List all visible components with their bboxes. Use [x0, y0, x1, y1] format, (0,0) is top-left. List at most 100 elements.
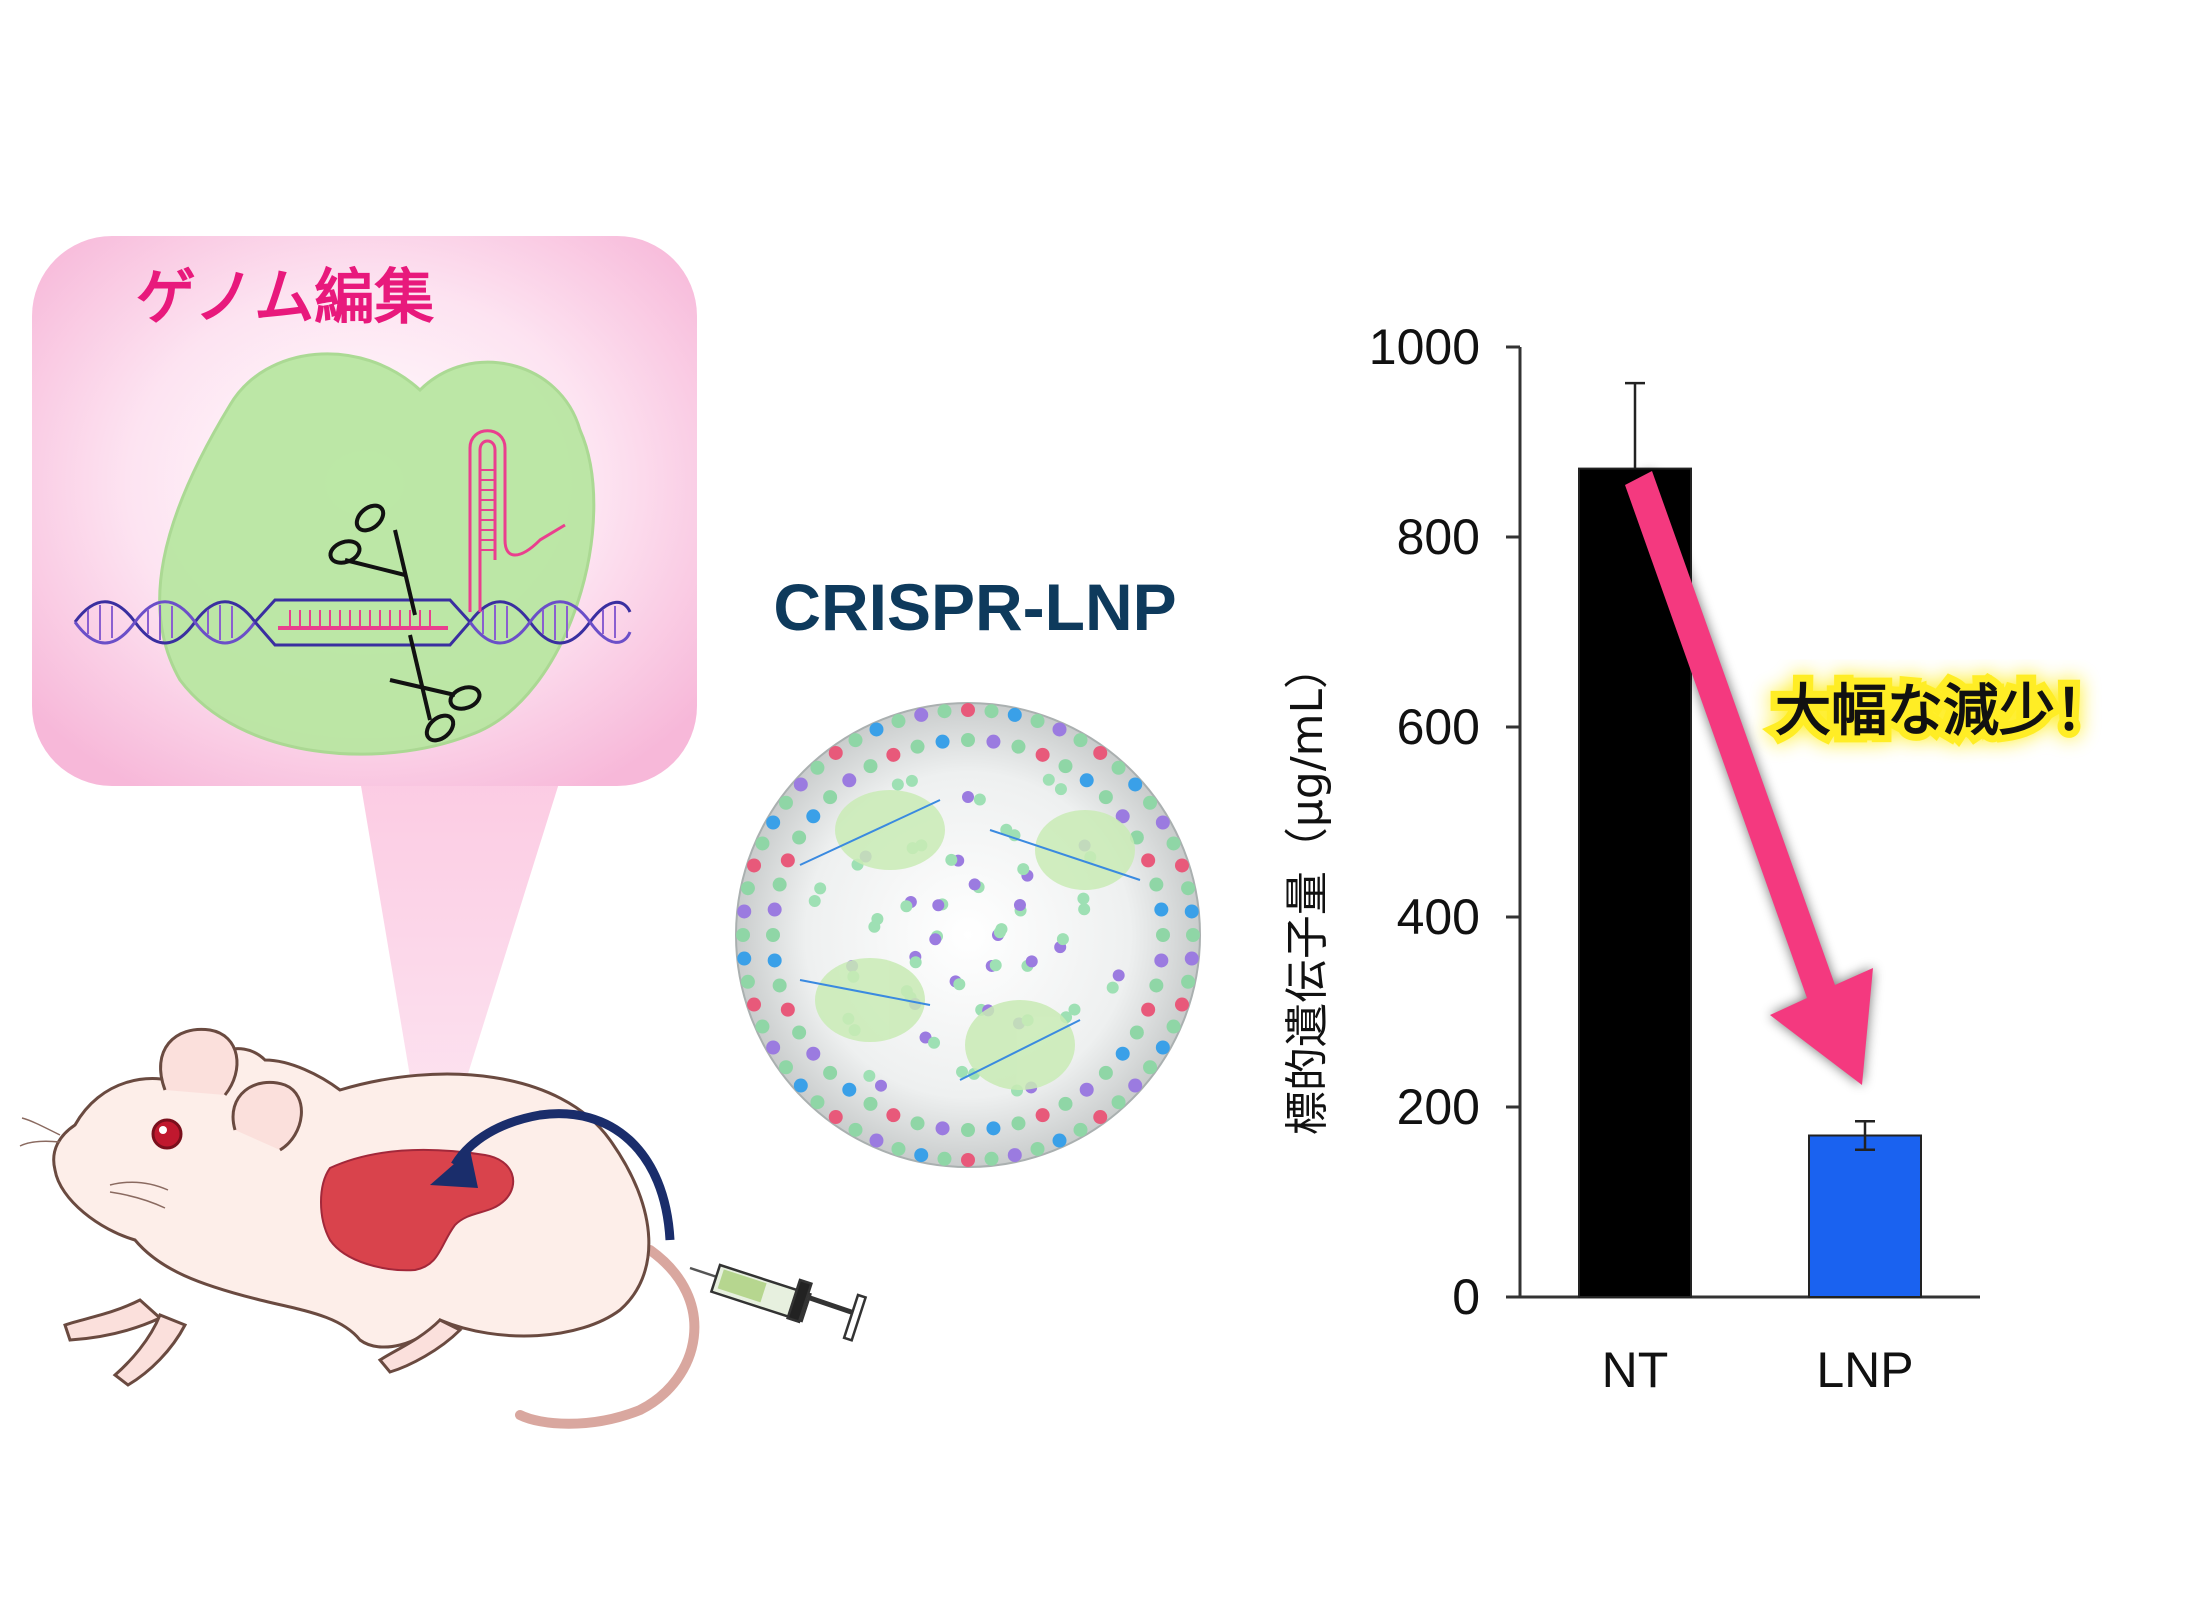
svg-text:大幅な減少！: 大幅な減少！: [1775, 679, 2111, 744]
lipid-head: [1058, 759, 1073, 774]
lipid-head: [1073, 1122, 1088, 1137]
lipid-head: [828, 1110, 843, 1125]
lipid-head: [989, 959, 1002, 972]
lipid-head: [986, 734, 1001, 749]
lipid-head: [814, 882, 827, 895]
lipid-head: [962, 791, 974, 803]
mouse-paws: [63, 1298, 463, 1387]
mouse-illustration: [19, 1027, 700, 1429]
lipid-head: [1166, 1019, 1181, 1034]
mouse-tail: [515, 1245, 700, 1429]
lipid-head: [984, 1151, 999, 1166]
lipid-head: [1155, 1040, 1170, 1055]
lipid-head: [935, 1121, 950, 1136]
lipid-head: [1077, 892, 1090, 905]
arrow-shape: [1625, 471, 1873, 1085]
lipid-head: [1128, 1078, 1143, 1093]
lipid-head: [1106, 981, 1119, 994]
lipid-head: [929, 933, 942, 946]
lipid-head: [848, 1122, 863, 1137]
lipid-head: [810, 1095, 825, 1110]
lipid-head: [945, 853, 958, 866]
lipid-head: [1017, 863, 1030, 876]
lipid-head: [928, 1036, 941, 1049]
lipid-head: [1079, 773, 1094, 788]
mouse-eye: [151, 1118, 183, 1150]
lipid-head: [767, 953, 782, 968]
bubble-beam: [360, 780, 560, 1195]
genome-editing-bubble: ゲノム編集: [32, 236, 697, 1195]
lipid-head: [961, 1123, 975, 1137]
lipid-head: [891, 714, 906, 729]
lipid-head: [914, 707, 929, 722]
lipid-head: [740, 881, 755, 896]
syringe-icon: [689, 1263, 868, 1342]
lipid-head: [1181, 974, 1196, 989]
lipid-head: [1035, 747, 1050, 762]
lipid-head: [766, 928, 780, 942]
lipid-head: [1155, 815, 1170, 830]
lipid-head: [810, 760, 825, 775]
lipid-head: [1143, 1060, 1158, 1075]
lipid-head: [869, 722, 884, 737]
annotation-text: 大幅な減少！: [1775, 679, 2111, 744]
mouse-whiskers: [19, 1117, 169, 1209]
lipid-head: [1166, 836, 1181, 851]
lipid-head: [1112, 969, 1125, 982]
lipid-head: [1000, 823, 1013, 836]
lipid-head: [1052, 722, 1067, 737]
decrease-annotation: 大幅な減少！大幅な減少！: [1768, 672, 2118, 751]
y-tick-label: 800: [1397, 509, 1480, 565]
lipid-head: [1128, 777, 1143, 792]
lipid-head: [806, 1046, 821, 1061]
lipid-head: [1111, 760, 1126, 775]
lipid-head: [793, 777, 808, 792]
lipid-head: [780, 1002, 795, 1017]
lipid-head: [935, 734, 950, 749]
lipid-head: [1111, 1095, 1126, 1110]
y-tick-label: 600: [1397, 699, 1480, 755]
x-tick-label: NT: [1602, 1342, 1669, 1398]
lipid-head: [953, 978, 966, 991]
lipid-head: [736, 928, 750, 942]
lipid-head: [868, 920, 881, 933]
lipid-head: [1098, 790, 1113, 805]
lipid-head: [1184, 951, 1199, 966]
lipid-head: [968, 878, 981, 891]
lipid-head: [1035, 1108, 1050, 1123]
lipid-head: [1129, 1025, 1144, 1040]
lipid-head: [900, 900, 913, 913]
lipid-head: [869, 1133, 884, 1148]
lipid-head: [1174, 858, 1189, 873]
dna-helix: [73, 598, 632, 647]
lipid-head: [806, 809, 821, 824]
lipid-head: [891, 1141, 906, 1156]
lipid-head: [766, 1040, 781, 1055]
lipid-head: [772, 877, 787, 892]
lipid-head: [1011, 1116, 1026, 1131]
lipid-head: [1115, 809, 1130, 824]
lipid-head: [772, 978, 787, 993]
lipid-head: [792, 1025, 807, 1040]
lipid-head: [1154, 902, 1169, 917]
lipid-head: [891, 778, 904, 791]
lipid-head: [1141, 1002, 1156, 1017]
lipid-head: [808, 895, 821, 908]
lipid-head: [747, 858, 762, 873]
lipid-head: [766, 815, 781, 830]
bar-chart: 標的遺伝子量（μg/mL） 0 200 400 600 800 1000 NT LNP 大幅な減…: [1282, 319, 2118, 1398]
lipid-head: [1025, 955, 1038, 968]
lipid-head: [961, 1153, 975, 1167]
lipid-head: [823, 790, 838, 805]
lipid-head: [1079, 1082, 1094, 1097]
bubble-title: ゲノム編集: [136, 263, 434, 333]
lipid-head: [886, 747, 901, 762]
lipid-head: [986, 1121, 1001, 1136]
lipid-head: [863, 759, 878, 774]
lipid-head: [823, 1065, 838, 1080]
lipid-head: [747, 997, 762, 1012]
y-tick-label: 0: [1452, 1269, 1480, 1325]
lipid-head: [1030, 714, 1045, 729]
lipid-head: [863, 1096, 878, 1111]
